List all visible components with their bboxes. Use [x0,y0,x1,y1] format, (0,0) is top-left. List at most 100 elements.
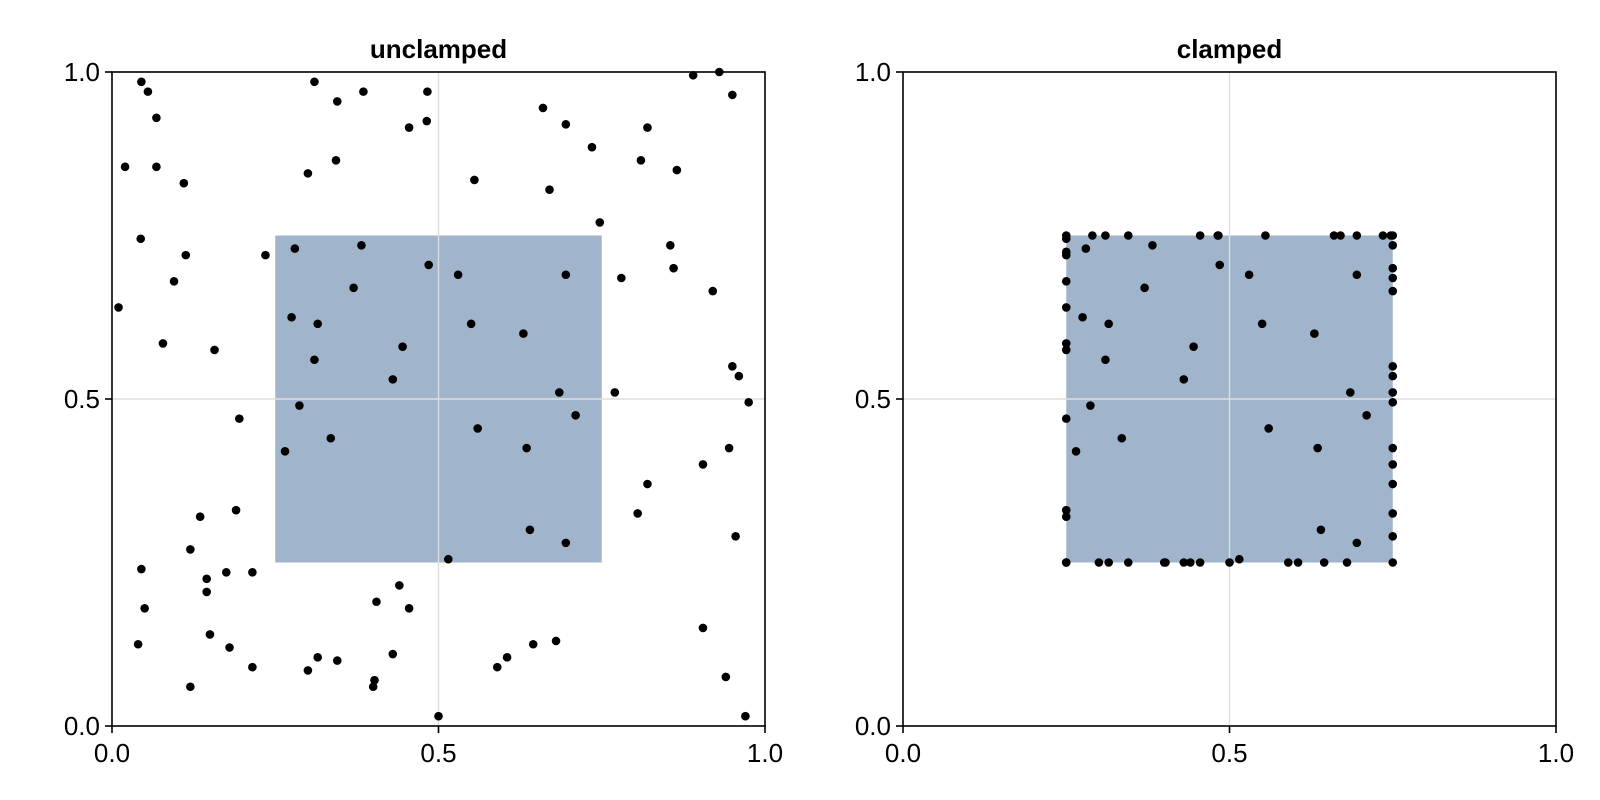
data-point [1061,345,1071,355]
data-point [280,447,290,456]
data-point [1388,460,1398,469]
data-point [357,241,366,250]
data-point [310,355,319,365]
data-point [137,77,146,87]
data-point [310,77,319,87]
data-point [669,263,678,273]
data-point [133,639,143,649]
data-point [1123,558,1133,567]
data-point [120,162,130,172]
data-point [1186,558,1195,567]
data-point [1352,231,1362,240]
data-point [551,636,561,646]
data-point [368,682,378,692]
data-point [248,662,257,672]
data-point [1123,231,1133,240]
data-point [698,623,708,633]
x-tick-label: 1.0 [747,738,783,768]
data-point [708,286,718,296]
data-point [1061,234,1071,244]
data-point [143,87,153,96]
data-point [473,424,482,433]
data-point [1319,558,1329,567]
data-point [1061,512,1071,522]
data-point [179,178,189,188]
data-point [633,509,642,518]
data-point [404,123,414,132]
chart-title: unclamped [370,34,507,64]
data-point [617,273,626,283]
data-point [169,276,179,286]
data-point [1078,312,1087,322]
data-point [287,312,296,322]
data-point [313,319,322,329]
data-point [1388,263,1398,273]
data-point [1388,479,1398,489]
data-point [1117,433,1127,443]
data-point [114,303,123,312]
data-point [434,711,443,721]
chart-title: clamped [1177,34,1283,64]
data-point [1362,411,1371,420]
data-point [1283,558,1293,567]
data-point [1161,558,1170,567]
data-point [587,142,597,152]
data-point [152,162,161,172]
data-point [528,639,538,649]
data-point [741,711,750,721]
data-point [1388,241,1398,250]
x-tick-label: 0.5 [1211,738,1247,768]
data-point [1352,270,1362,280]
data-point [1061,558,1071,567]
data-point [1215,260,1225,270]
data-point [1195,558,1205,567]
data-point [1261,231,1270,240]
data-point [205,630,215,639]
data-point [1061,505,1071,515]
data-point [721,672,731,682]
x-tick-label: 0.5 [420,738,456,768]
data-point [359,87,368,96]
data-point [372,597,381,607]
data-point [235,414,244,423]
data-point [1388,231,1398,240]
data-point [349,283,358,293]
data-point [370,675,379,685]
data-point [326,433,336,443]
y-tick-label: 0.0 [64,711,100,741]
data-point [1179,375,1189,384]
data-point [1148,241,1157,250]
data-point [1061,250,1071,260]
data-point [561,270,571,280]
y-tick-label: 1.0 [64,57,100,87]
data-point [728,90,737,100]
data-point [1336,231,1345,240]
data-point [248,568,257,577]
data-point [538,103,548,113]
data-point [422,116,432,126]
data-point [522,443,531,453]
data-point [1352,538,1362,548]
data-point [731,532,740,541]
data-point [595,218,605,227]
data-point [395,581,404,590]
data-point [525,525,535,535]
data-point [1244,270,1254,280]
data-point [137,564,146,574]
data-point [571,411,580,420]
data-point [1388,397,1398,407]
y-tick-label: 1.0 [855,57,891,87]
data-point [398,342,407,351]
data-point [331,155,341,165]
data-point [1071,447,1081,456]
data-point [1061,414,1071,423]
data-point [303,169,313,178]
data-point [1316,525,1326,535]
data-point [1104,558,1113,567]
data-point [388,649,398,659]
data-point [1264,424,1273,433]
data-point [186,545,195,554]
y-tick-label: 0.5 [64,384,100,414]
data-point [734,371,744,381]
data-point [1061,339,1071,348]
